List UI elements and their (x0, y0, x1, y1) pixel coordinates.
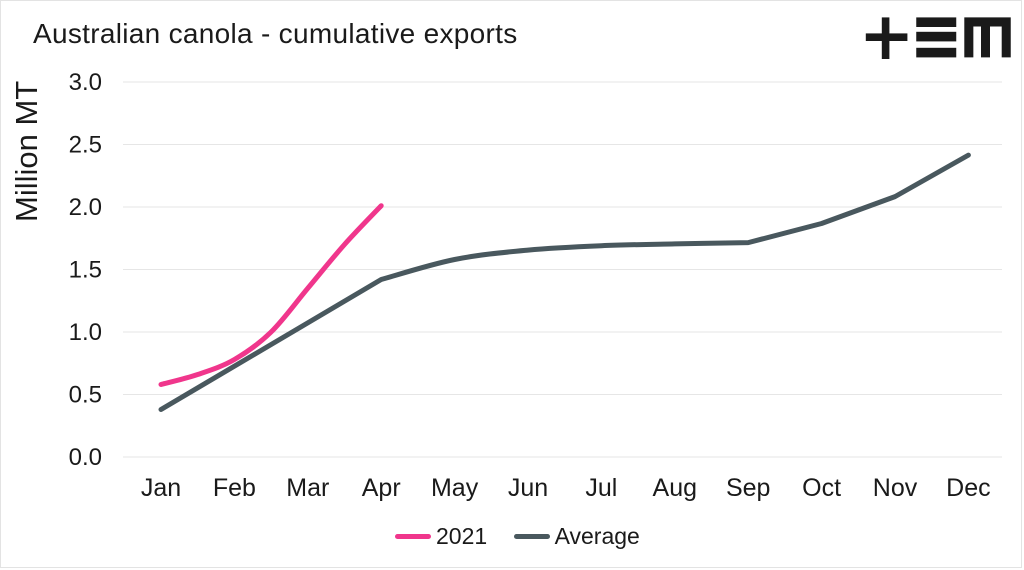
svg-text:Apr: Apr (362, 474, 401, 502)
svg-text:Nov: Nov (873, 474, 918, 502)
svg-text:Jan: Jan (141, 474, 181, 502)
svg-text:1.5: 1.5 (69, 257, 102, 284)
svg-text:Oct: Oct (802, 474, 841, 502)
svg-text:0.5: 0.5 (69, 382, 102, 409)
svg-text:1.0: 1.0 (69, 319, 102, 346)
svg-text:Sep: Sep (726, 474, 770, 502)
svg-text:May: May (431, 474, 479, 502)
svg-text:Jul: Jul (585, 474, 617, 502)
svg-text:Feb: Feb (213, 474, 256, 502)
svg-text:0.0: 0.0 (69, 444, 102, 471)
svg-text:2.0: 2.0 (69, 194, 102, 221)
svg-text:Mar: Mar (286, 474, 329, 502)
svg-text:Jun: Jun (508, 474, 548, 502)
svg-text:Dec: Dec (946, 474, 990, 502)
svg-text:2.5: 2.5 (69, 132, 102, 159)
svg-text:Aug: Aug (653, 474, 697, 502)
svg-text:3.0: 3.0 (69, 69, 102, 96)
